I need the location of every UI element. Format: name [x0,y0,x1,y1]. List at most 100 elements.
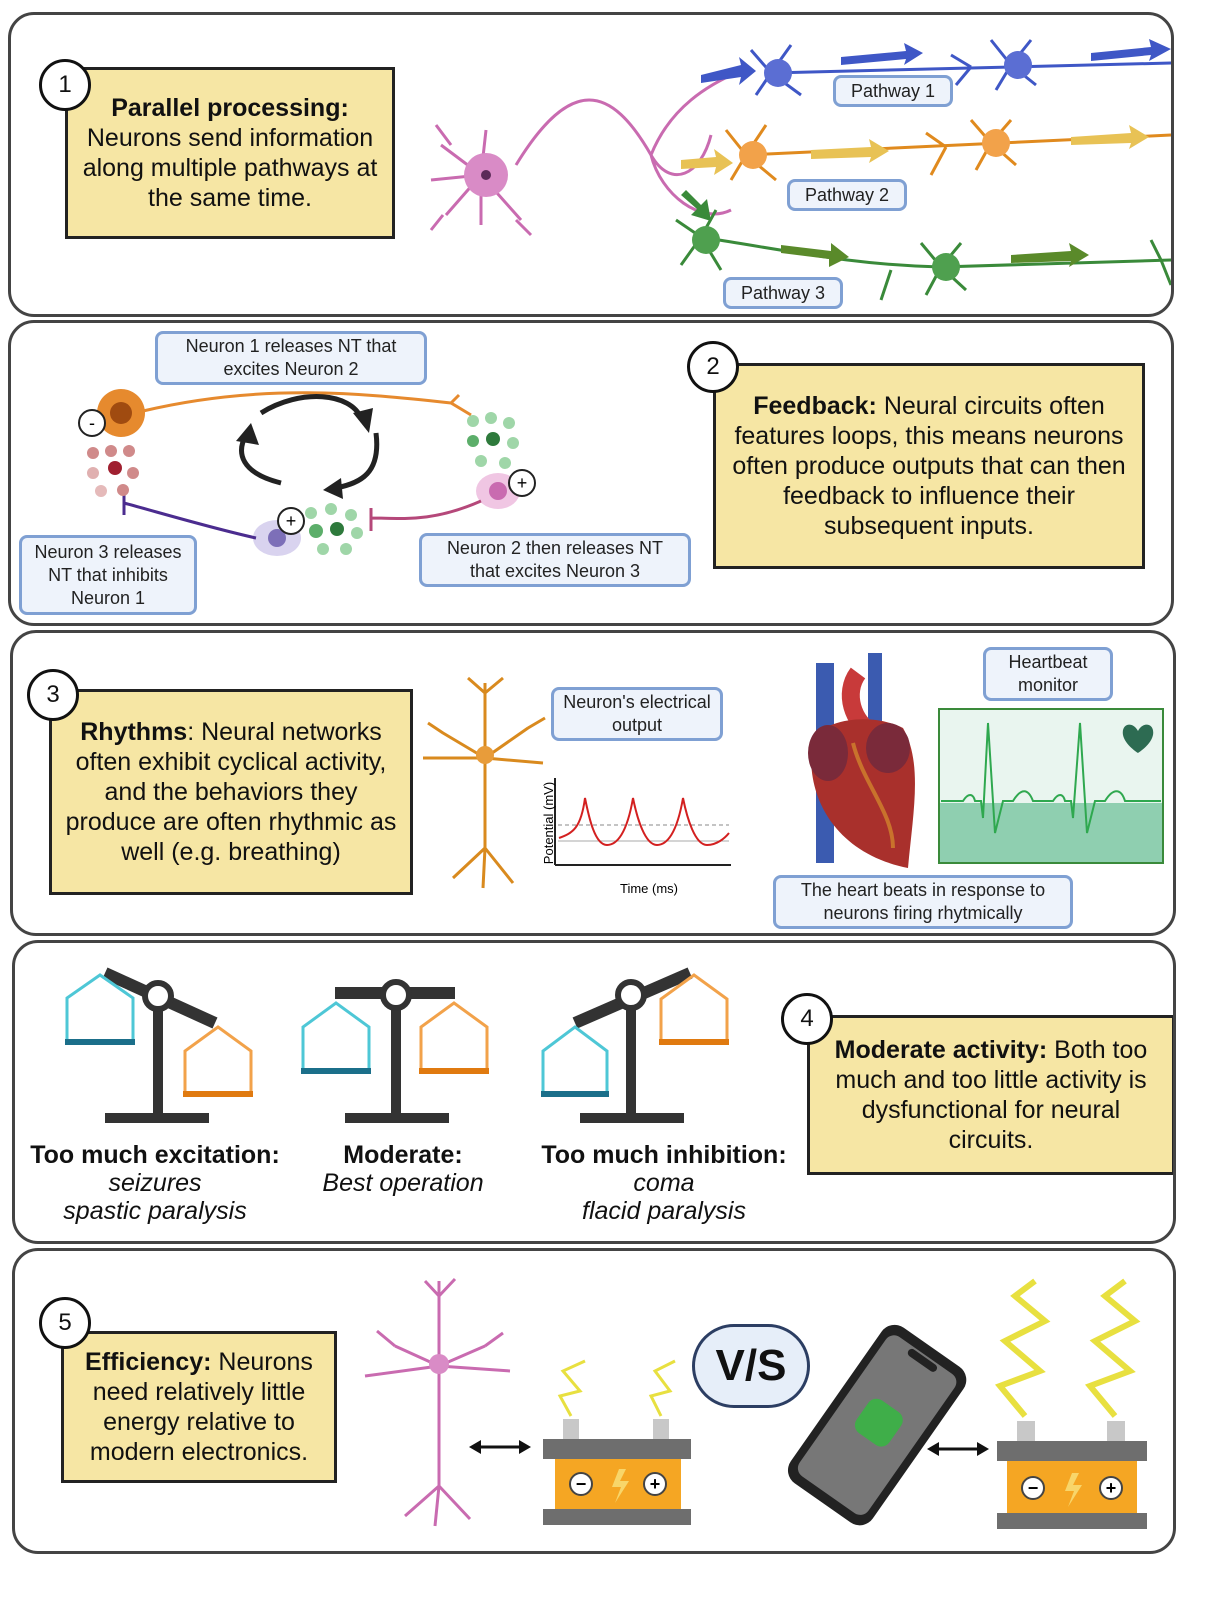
nt-red-dots [87,445,139,497]
feedback-box: Feedback: Neural circuits often features… [713,363,1145,569]
feedback-loop-illustration: - + + [78,389,536,556]
parallel-processing-text: Neurons send information along multiple … [82,124,378,212]
source-neuron [429,73,732,237]
step-number-5: 5 [39,1297,91,1349]
rhythms-box: Rhythms: Neural networks often exhibit c… [49,689,413,895]
pathway-1-label: Pathway 1 [833,75,953,107]
panel-moderate-activity: Too much excitation: seizures spastic pa… [12,940,1176,1244]
phone-illustration [787,1324,967,1526]
pathway1-arrow-2 [841,43,923,65]
plus-sign-a: + [517,473,528,493]
parallel-processing-title: Parallel processing: [111,94,349,122]
scale-inhibition-line2: flacid paralysis [582,1197,746,1225]
pathway-2-label: Pathway 2 [787,179,907,211]
pathway2-arrow-2 [811,139,889,163]
step-number-4: 4 [781,993,833,1045]
heartbeat-monitor [938,708,1164,864]
chart-x-label: Time (ms) [620,881,678,896]
neuron-2-axon [369,499,482,531]
neuron-3-axon [122,493,257,540]
step-number-3: 3 [27,669,79,721]
neuron-1-axon [142,391,472,417]
small-battery [543,1359,691,1525]
neuron-3-label: Neuron 3 releases NT that inhibits Neuro… [19,535,197,615]
small-battery-minus: − [576,1474,587,1494]
rhythms-title: Rhythms [80,718,188,746]
scale-excitation [65,967,253,1123]
chart-y-label: Potential (mV) [541,782,556,864]
heartbeat-monitor-label: Heartbeat monitor [983,647,1113,701]
pathway1-neuron-b [1004,51,1032,79]
pathway3-neuron-b [932,253,960,281]
plus-sign-circle-b [277,507,305,535]
efficiency-title: Efficiency: [85,1348,212,1376]
rhythm-neuron [423,676,546,889]
scale-moderate [301,979,489,1123]
scale-moderate-caption: Moderate: Best operation [303,1141,503,1197]
heart-icon [1122,724,1154,753]
scale-excitation-line2: spastic paralysis [63,1197,247,1225]
pathway3-arrow-2 [781,243,849,267]
large-battery [994,1278,1147,1529]
pathway2-neuron-a [739,141,767,169]
panel-efficiency: 5 Efficiency: Neurons need relatively li… [12,1248,1176,1554]
versus-badge: V/S [692,1324,810,1408]
plus-sign-circle-a [508,469,536,497]
efficiency-text: Neurons need relatively little energy re… [89,1348,313,1466]
moderate-activity-title: Moderate activity: [834,1036,1048,1064]
pathway3-arrow-3 [1011,243,1089,267]
action-potential-trace [558,797,730,847]
parallel-processing-box: Parallel processing: Neurons send inform… [65,67,395,239]
moderate-activity-box: Moderate activity: Both too much and too… [807,1015,1173,1175]
electrical-output-chart [554,778,731,866]
plus-sign-b: + [286,511,297,531]
rhythm-illustration: Potential (mV) Time (ms) [423,653,1164,896]
loop-arrow-right [335,432,380,491]
large-battery-plus: + [1106,1478,1117,1498]
scale-inhibition-line1: coma [633,1169,695,1197]
panel-feedback: - + + Neuron 1 releases NT that excites … [8,320,1174,626]
rhythms-text: : Neural networks often exhibit cyclical… [65,718,397,866]
loop-arrow-top [259,394,364,420]
pathway3-arrow-1 [681,190,711,221]
scale-excitation-caption: Too much excitation: seizures spastic pa… [15,1141,295,1225]
scale-moderate-title: Moderate: [343,1141,463,1169]
pathway1-arrow-3 [1091,39,1171,61]
pathway2-neuron-b [982,129,1010,157]
large-battery-minus: − [1028,1478,1039,1498]
pathway1-arrow-1 [701,57,756,85]
scale-inhibition-caption: Too much inhibition: coma flacid paralys… [529,1141,799,1225]
moderate-activity-text: Both too much and too little activity is… [835,1036,1148,1154]
pathway3-neuron-a [692,226,720,254]
scale-excitation-title: Too much excitation: [30,1141,280,1169]
panel-rhythms: 3 Rhythms: Neural networks often exhibit… [10,630,1176,936]
pathway2-arrow-3 [1071,125,1149,149]
ecg-trace [941,722,1161,834]
efficiency-box: Efficiency: Neurons need relatively litt… [61,1331,337,1483]
heart-illustration [808,653,915,868]
parallel-pathways-illustration [429,39,1171,301]
heart-response-label: The heart beats in response to neurons f… [773,875,1073,929]
feedback-text: Neural circuits often features loops, th… [732,392,1126,540]
electrical-output-label: Neuron's electrical output [551,687,723,741]
nt-green-dots-top [467,412,519,469]
pathway1-neuron-a [764,59,792,87]
pathway-3-label: Pathway 3 [723,277,843,309]
small-battery-plus: + [650,1474,661,1494]
minus-sign-circle [78,409,106,437]
scale-inhibition-title: Too much inhibition: [541,1141,787,1169]
scale-excitation-line1: seizures [108,1169,202,1197]
efficiency-neuron [364,1277,511,1527]
neuron-1-label: Neuron 1 releases NT that excites Neuron… [155,331,427,385]
scale-inhibition [541,967,729,1123]
step-number-2: 2 [687,341,739,393]
pathway2-arrow-1 [681,149,733,175]
nt-green-dots-bottom [305,503,363,555]
minus-sign: - [89,413,95,433]
scales-illustration [65,967,729,1123]
panel-parallel-processing: 1 Parallel processing: Neurons send info… [8,12,1174,317]
neuron-2-label: Neuron 2 then releases NT that excites N… [419,533,691,587]
scale-moderate-line1: Best operation [322,1169,484,1197]
feedback-title: Feedback: [753,392,877,420]
step-number-1: 1 [39,59,91,111]
